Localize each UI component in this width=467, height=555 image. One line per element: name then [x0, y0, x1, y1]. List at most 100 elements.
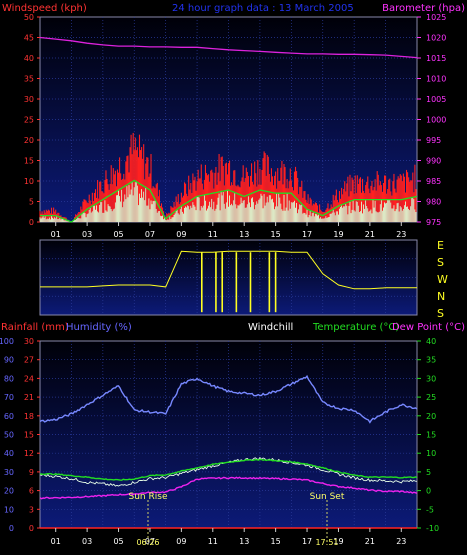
temperature-tick-label: 30 — [426, 374, 436, 383]
barometer-tick-label: 1025 — [426, 13, 446, 22]
humidity-line — [39, 374, 418, 424]
temperature-tick-label: 20 — [426, 412, 436, 421]
humidity-tick-label: 80 — [4, 374, 14, 383]
bottom-x-tick-label: 01 — [51, 537, 61, 546]
rainfall-tick-label: 30 — [24, 337, 34, 346]
bottom-x-tick-label: 15 — [271, 537, 281, 546]
top-x-tick-label: 17 — [302, 230, 312, 239]
barometer-axis-label: Barometer (hpa) — [382, 3, 465, 14]
sunset-time: 17:51 — [315, 538, 338, 547]
windspeed-tick-label: 0 — [29, 218, 34, 227]
barometer-tick-label: 1015 — [426, 54, 446, 63]
temperature-axis-ticks: -10 -5 0 5 10 15 20 25 30 35 40 — [417, 337, 439, 533]
top-x-tick-label: 09 — [176, 230, 186, 239]
barometer-tick-label: 995 — [426, 136, 441, 145]
compass-label-e: E — [437, 239, 444, 252]
wind-direction-line — [40, 250, 417, 290]
top-x-tick-label: 15 — [271, 230, 281, 239]
bottom-x-tick-label: 17 — [302, 537, 312, 546]
bottom-x-tick-label: 09 — [176, 537, 186, 546]
bottom-x-tick-label: 23 — [396, 537, 406, 546]
compass-label-s2: S — [437, 307, 444, 320]
barometer-line — [39, 36, 418, 59]
humidity-axis-ticks: 0 10 20 30 40 50 60 70 80 90 100 — [0, 337, 14, 533]
chart-title: 24 hour graph data : 13 March 2005 — [172, 3, 354, 14]
humidity-tick-label: 50 — [4, 431, 14, 440]
rainfall-axis-ticks: 0 3 6 9 12 15 18 21 24 27 30 — [24, 337, 40, 533]
sunset-label: Sun Set — [310, 492, 345, 502]
dewpoint-axis-label: Dew Point (°C) — [392, 322, 465, 333]
bottom-x-tick-label: 13 — [239, 537, 249, 546]
bottom-x-tick-label: 07 — [145, 537, 155, 546]
temperature-tick-label: 40 — [426, 337, 436, 346]
rainfall-tick-label: 15 — [24, 431, 34, 440]
windspeed-axis-label: Windspeed (kph) — [2, 3, 87, 14]
bottom-x-tick-label: 11 — [208, 537, 218, 546]
rainfall-tick-label: 21 — [24, 393, 34, 402]
top-series — [39, 36, 418, 223]
windspeed-tick-label: 50 — [24, 13, 34, 22]
rainfall-tick-label: 3 — [29, 505, 34, 514]
humidity-tick-label: 70 — [4, 393, 14, 402]
bottom-x-tick-label: 19 — [333, 537, 343, 546]
humidity-axis-label: Humidity (%) — [66, 322, 132, 333]
bottom-x-tick-label: 03 — [82, 537, 92, 546]
bottom-grid — [40, 341, 417, 528]
windspeed-axis-ticks: 0 5 10 15 20 25 30 35 40 45 50 — [24, 13, 40, 227]
rainfall-tick-label: 12 — [24, 449, 34, 458]
windchill-label: Windchill — [248, 322, 293, 333]
top-x-tick-label: 13 — [239, 230, 249, 239]
humidity-tick-label: 90 — [4, 356, 14, 365]
bottom-x-axis-ticks: 01 03 05 07 09 11 13 15 17 19 21 23 — [51, 528, 406, 546]
top-x-tick-label: 11 — [208, 230, 218, 239]
windspeed-tick-label: 45 — [24, 34, 34, 43]
temperature-line — [39, 458, 418, 481]
top-x-tick-label: 23 — [396, 230, 406, 239]
temperature-tick-label: -10 — [426, 524, 439, 533]
windspeed-tick-label: 5 — [29, 198, 34, 207]
humidity-tick-label: 40 — [4, 449, 14, 458]
top-x-tick-label: 19 — [333, 230, 343, 239]
windspeed-tick-label: 35 — [24, 75, 34, 84]
rainfall-tick-label: 9 — [29, 468, 34, 477]
temperature-tick-label: 15 — [426, 431, 436, 440]
wind-gust-average-line — [40, 179, 418, 223]
top-x-tick-label: 01 — [51, 230, 61, 239]
top-x-tick-label: 05 — [113, 230, 123, 239]
sunrise-time: 06:26 — [136, 538, 159, 547]
barometer-tick-label: 975 — [426, 218, 441, 227]
bottom-x-tick-label: 05 — [113, 537, 123, 546]
sunrise-label: Sun Rise — [129, 492, 168, 502]
bottom-x-tick-label: 21 — [365, 537, 375, 546]
humidity-tick-label: 30 — [4, 468, 14, 477]
humidity-tick-label: 60 — [4, 412, 14, 421]
top-grid — [40, 17, 417, 222]
temperature-tick-label: -5 — [426, 505, 434, 514]
windspeed-tick-label: 25 — [24, 116, 34, 125]
top-x-tick-label: 07 — [145, 230, 155, 239]
top-x-axis-ticks: 01 03 05 07 09 11 13 15 17 19 21 23 — [51, 222, 406, 239]
rainfall-tick-label: 24 — [24, 374, 34, 383]
top-x-tick-label: 21 — [365, 230, 375, 239]
dewpoint-line — [39, 476, 418, 500]
compass-label-s: S — [437, 256, 444, 269]
barometer-tick-label: 990 — [426, 157, 441, 166]
top-x-tick-label: 03 — [82, 230, 92, 239]
windspeed-tick-label: 10 — [24, 177, 34, 186]
temperature-tick-label: 10 — [426, 449, 436, 458]
bottom-series — [39, 374, 418, 529]
barometer-tick-label: 1010 — [426, 75, 446, 84]
compass-label-w: W — [437, 273, 448, 286]
temperature-tick-label: 5 — [426, 468, 431, 477]
windspeed-tick-label: 20 — [24, 136, 34, 145]
barometer-axis-ticks: 975 980 985 990 995 1000 1005 1010 1015 1020 1025 — [417, 13, 446, 227]
rainfall-tick-label: 0 — [29, 524, 34, 533]
barometer-tick-label: 1005 — [426, 95, 446, 104]
humidity-tick-label: 20 — [4, 487, 14, 496]
windspeed-tick-label: 30 — [24, 95, 34, 104]
humidity-tick-label: 0 — [9, 524, 14, 533]
barometer-tick-label: 985 — [426, 177, 441, 186]
temperature-tick-label: 35 — [426, 356, 436, 365]
rainfall-tick-label: 18 — [24, 412, 34, 421]
windspeed-tick-label: 15 — [24, 157, 34, 166]
